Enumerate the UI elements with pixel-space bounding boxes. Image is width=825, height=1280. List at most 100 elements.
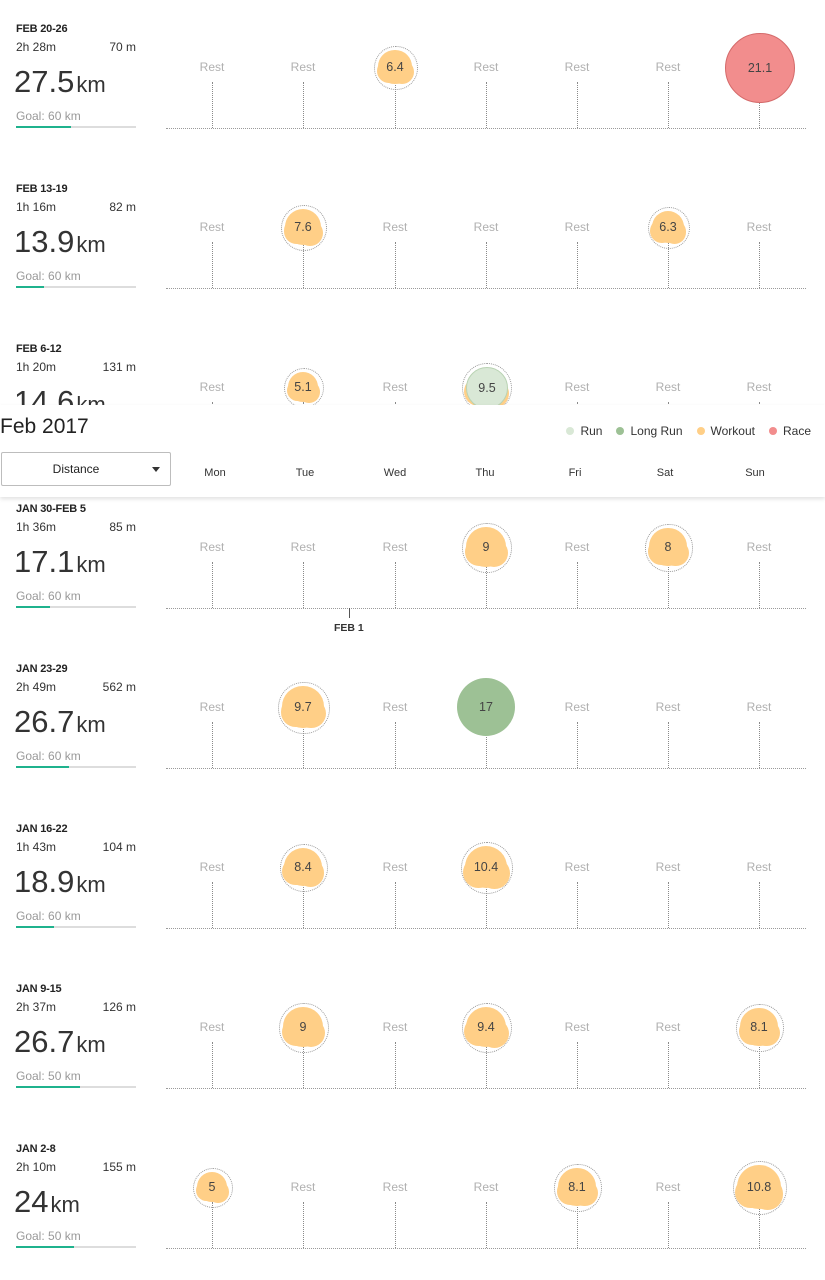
rest-label: Rest [564, 60, 590, 74]
legend-label: Run [580, 424, 603, 438]
week-distance-value: 27.5 [14, 64, 75, 99]
week-duration: 1h 16m [16, 200, 57, 214]
rest-label: Rest [473, 1180, 499, 1194]
activity-ring [279, 1003, 329, 1053]
activity-bubble[interactable]: 6.3 [651, 210, 685, 244]
day-stem [668, 242, 669, 288]
week-distance-value: 18.9 [14, 864, 75, 899]
activity-bubble[interactable]: 5 [197, 1172, 227, 1202]
rest-label: Rest [746, 700, 772, 714]
activity-bubble[interactable]: 9.4 [465, 1006, 507, 1048]
week-distance-unit: km [76, 72, 106, 97]
legend-item: Run [566, 424, 602, 438]
day-stem [759, 242, 760, 288]
week-range: FEB 13-19 [16, 183, 68, 195]
week-row: JAN 23-29 2h 49m 562 m 26.7km Goal: 60 km Res… [0, 640, 825, 800]
activity-bubble[interactable]: 6.4 [378, 50, 412, 84]
activity-bubble[interactable]: 10.8 [737, 1165, 781, 1209]
activity-bubble[interactable]: 8.4 [284, 848, 322, 886]
day-stem [395, 1202, 396, 1248]
rest-label: Rest [655, 860, 681, 874]
goal-progress-fill [16, 766, 70, 768]
activity-bubble[interactable]: 17 [456, 677, 516, 737]
goal-progress-bar [16, 126, 136, 128]
rest-label: Rest [564, 540, 590, 554]
day-stem [668, 722, 669, 768]
day-stem [577, 722, 578, 768]
activity-bubble[interactable]: 7.6 [284, 208, 322, 246]
week-elevation: 126 m [102, 1000, 136, 1014]
day-stem [759, 562, 760, 608]
day-stem [395, 1042, 396, 1088]
activity-bubble[interactable]: 9 [283, 1007, 323, 1047]
rest-label: Rest [382, 860, 408, 874]
week-distance-value: 17.1 [14, 544, 75, 579]
activity-ring [733, 1161, 787, 1215]
week-baseline [166, 608, 806, 609]
activity-bubble[interactable]: 10.4 [464, 845, 508, 889]
goal-progress-fill [16, 1246, 74, 1248]
rest-label: Rest [655, 380, 681, 394]
week-baseline [166, 1248, 806, 1249]
day-stem [486, 722, 487, 768]
week-duration: 2h 10m [16, 1160, 57, 1174]
calendar-header: Feb 2017 Run Long Run Workout Race Distance… [0, 405, 825, 497]
rest-label: Rest [199, 700, 225, 714]
rest-label: Rest [199, 1020, 225, 1034]
week-distance-unit: km [50, 1192, 80, 1217]
week-range: JAN 16-22 [16, 823, 68, 835]
week-goal: Goal: 60 km [16, 749, 81, 763]
day-stem [395, 882, 396, 928]
activity-bubble[interactable]: 21.1 [724, 32, 796, 104]
week-elevation: 104 m [102, 840, 136, 854]
week-distance-value: 24 [14, 1184, 49, 1219]
activity-ring [193, 1168, 233, 1208]
activity-ring [278, 682, 330, 734]
week-range: JAN 23-29 [16, 663, 68, 675]
day-stem [759, 82, 760, 128]
day-stem [486, 82, 487, 128]
metric-select[interactable]: Distance [1, 452, 171, 486]
rest-label: Rest [564, 700, 590, 714]
day-header: Fri [568, 467, 582, 479]
rest-label: Rest [473, 60, 499, 74]
day-stem [303, 1202, 304, 1248]
legend-label: Long Run [630, 424, 683, 438]
goal-progress-bar [16, 1086, 136, 1088]
week-goal: Goal: 60 km [16, 909, 81, 923]
legend-item: Race [768, 424, 811, 438]
week-range: FEB 6-12 [16, 343, 62, 355]
week-elevation: 131 m [102, 360, 136, 374]
day-header: Sun [745, 467, 765, 479]
rest-label: Rest [655, 700, 681, 714]
activity-ring [647, 206, 691, 250]
day-stem [668, 1202, 669, 1248]
week-distance: 14.6km [14, 384, 106, 405]
week-elevation: 562 m [102, 680, 136, 694]
activity-bubble[interactable]: 8.1 [740, 1008, 778, 1046]
rest-label: Rest [199, 380, 225, 394]
goal-progress-fill [16, 1086, 81, 1088]
day-stem [486, 1202, 487, 1248]
goal-progress-fill [16, 126, 71, 128]
metric-select-value: Distance [52, 462, 100, 476]
activity-bubble[interactable]: 8.1 [558, 1168, 596, 1206]
activity-ring [645, 524, 693, 572]
goal-progress-bar [16, 766, 136, 768]
activity-bubble[interactable]: 9.7 [282, 686, 324, 728]
week-row: JAN 16-22 1h 43m 104 m 18.9km Goal: 60 km Res… [0, 800, 825, 960]
rest-label: Rest [746, 220, 772, 234]
day-stem [395, 242, 396, 288]
day-stem [303, 82, 304, 128]
rest-label: Rest [199, 60, 225, 74]
day-header: Tue [295, 467, 315, 479]
activity-bubble[interactable]: 8 [649, 528, 687, 566]
day-stem [668, 1042, 669, 1088]
activity-bubble[interactable]: 9 [466, 527, 506, 567]
week-range: JAN 9-15 [16, 983, 62, 995]
day-stem [668, 82, 669, 128]
activity-bubble[interactable]: 5.1 [287, 371, 319, 403]
legend: Run Long Run Workout Race [552, 424, 811, 438]
goal-progress-bar [16, 1246, 136, 1248]
activity-bubble[interactable]: 9.5 [465, 366, 509, 405]
